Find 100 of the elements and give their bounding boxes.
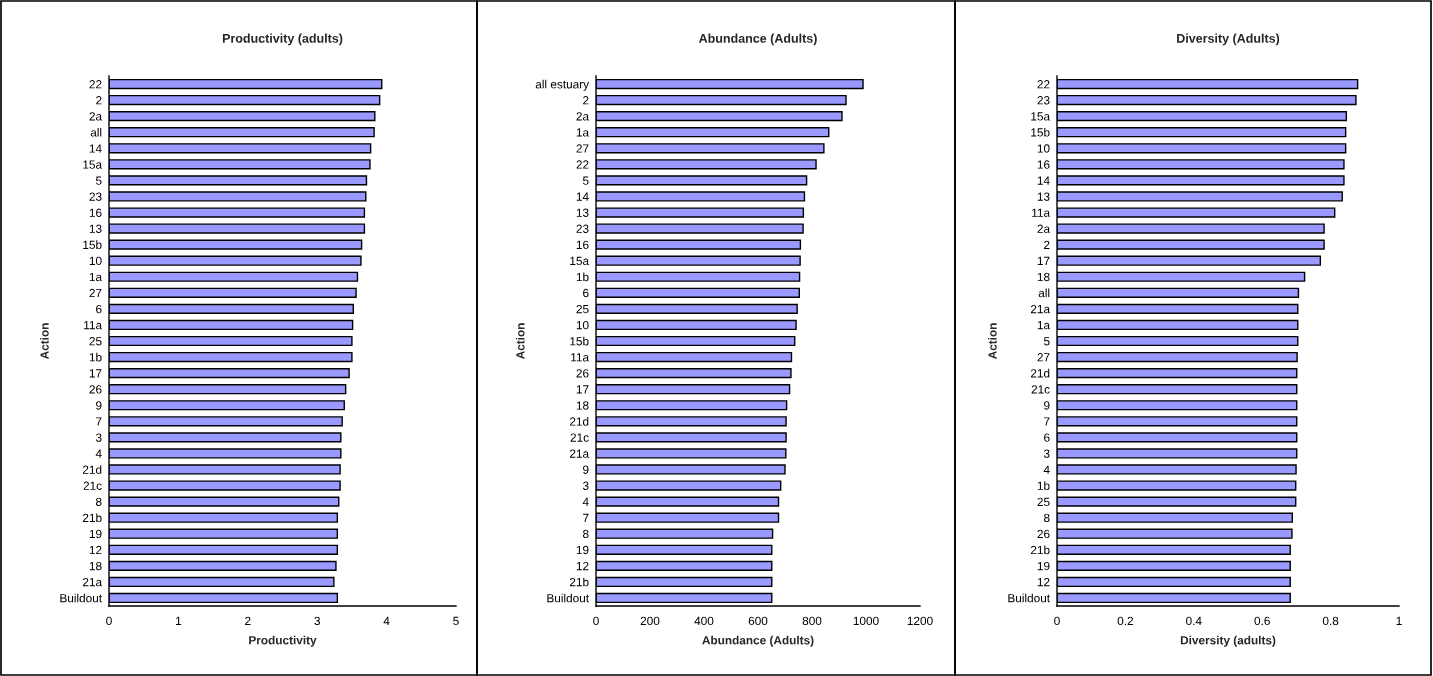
y-axis-title: Action — [40, 323, 49, 360]
y-tick-label: 19 — [576, 545, 589, 555]
x-tick-label: 4 — [383, 616, 390, 625]
y-tick-label: 15a — [570, 256, 590, 266]
y-tick-label: Buildout — [1008, 593, 1050, 603]
y-tick-label: 21b — [569, 577, 589, 587]
y-tick-label: 22 — [576, 160, 589, 169]
x-tick-label: 0.6 — [1254, 616, 1270, 626]
y-tick-label: all — [90, 127, 102, 137]
y-tick-label: 2 — [1044, 240, 1050, 249]
y-tick-label: 17 — [89, 369, 102, 378]
x-tick-label: 2 — [245, 616, 251, 625]
x-tick-label: 0.8 — [1322, 616, 1339, 626]
y-tick-label: 15a — [83, 160, 103, 169]
y-tick-label: 23 — [89, 192, 102, 201]
y-tick-label: 3 — [1043, 449, 1050, 458]
y-tick-label: 1b — [89, 352, 102, 362]
x-tick-label: 600 — [748, 616, 768, 626]
y-tick-label: 21b — [1030, 545, 1050, 555]
y-tick-label: 15a — [1031, 112, 1051, 121]
y-tick-label: 10 — [1037, 144, 1050, 153]
y-tick-label: 11a — [1032, 208, 1051, 217]
y-tick-label: 21a — [569, 449, 590, 458]
y-tick-label: 3 — [95, 433, 102, 442]
y-tick-label: 9 — [583, 465, 589, 474]
x-tick-label: 0.2 — [1117, 616, 1134, 626]
y-tick-label: 27 — [89, 288, 102, 298]
y-axis-title: Action — [515, 323, 525, 360]
y-tick-label: 22 — [1037, 80, 1050, 89]
y-tick-label: 18 — [1037, 272, 1050, 282]
y-tick-label: 21b — [82, 513, 102, 523]
x-tick-label: 3 — [314, 616, 320, 626]
y-tick-label: 21d — [569, 417, 589, 426]
y-tick-label: Buildout — [60, 593, 102, 603]
x-tick-label: 400 — [694, 616, 714, 626]
y-tick-label: 12 — [1037, 577, 1050, 587]
x-tick-label: 200 — [640, 616, 660, 626]
y-tick-label: 11a — [571, 353, 590, 362]
y-tick-label: 25 — [576, 304, 589, 314]
x-tick-label: 0 — [593, 616, 599, 626]
y-tick-label: 1a — [89, 272, 103, 282]
y-tick-label: 4 — [1043, 465, 1050, 474]
y-tick-label: 21a — [1030, 304, 1051, 314]
y-tick-label: 21d — [1030, 368, 1050, 378]
y-tick-label: 13 — [89, 224, 102, 233]
y-tick-label: 7 — [1044, 417, 1050, 426]
x-axis-title: Productivity — [249, 635, 317, 647]
y-tick-label: 2 — [583, 96, 589, 105]
y-tick-label: all estuary — [535, 79, 590, 91]
y-tick-label: 1b — [1037, 481, 1050, 490]
y-tick-label: 7 — [583, 513, 589, 522]
x-tick-label: 1 — [176, 616, 182, 625]
y-tick-label: 21c — [1031, 385, 1050, 394]
y-tick-label: 21c — [83, 481, 102, 490]
y-tick-label: 16 — [1037, 160, 1050, 169]
y-tick-label: 10 — [576, 320, 589, 330]
y-tick-label: 14 — [1037, 176, 1050, 185]
y-tick-label: 2a — [89, 112, 103, 121]
y-tick-label: 15b — [1031, 127, 1050, 137]
y-tick-label: 6 — [1044, 433, 1050, 442]
chart-title: Diversity (Adults) — [1177, 33, 1280, 46]
x-axis-title: Abundance (Adults) — [702, 635, 814, 647]
y-tick-label: 8 — [583, 529, 589, 539]
x-tick-label: 0 — [1054, 616, 1060, 626]
y-tick-label: 16 — [576, 240, 589, 250]
y-tick-label: 18 — [89, 561, 102, 571]
y-axis-title: Action — [988, 323, 997, 360]
y-tick-label: 26 — [89, 385, 102, 394]
y-tick-label: 1a — [576, 128, 590, 137]
y-tick-label: 21d — [82, 465, 102, 474]
y-tick-label: 2a — [1037, 224, 1051, 233]
x-axis-title: Diversity (adults) — [1180, 635, 1276, 647]
x-tick-label: 1 — [1396, 616, 1402, 625]
y-tick-label: 21c — [570, 433, 589, 442]
x-tick-label: 1200 — [907, 616, 933, 626]
chart-title: Productivity (adults) — [222, 33, 343, 46]
y-tick-label: 9 — [1044, 401, 1050, 410]
y-tick-label: 19 — [89, 529, 102, 539]
y-tick-label: 9 — [96, 401, 102, 410]
x-tick-label: 5 — [453, 616, 459, 626]
y-tick-label: 2a — [576, 112, 590, 121]
y-tick-label: all — [1038, 288, 1050, 298]
y-tick-label: 7 — [96, 417, 102, 426]
y-tick-label: 12 — [89, 545, 102, 555]
y-tick-label: 12 — [576, 561, 589, 571]
y-tick-label: 27 — [576, 144, 589, 153]
y-tick-label: 5 — [582, 176, 589, 185]
x-tick-label: 0 — [106, 616, 112, 626]
y-tick-label: 4 — [95, 449, 102, 458]
y-tick-label: 23 — [576, 224, 589, 233]
y-tick-label: 21a — [82, 577, 103, 587]
y-tick-label: Buildout — [547, 593, 589, 603]
y-tick-label: 8 — [1044, 513, 1050, 523]
y-tick-label: 1b — [576, 272, 589, 282]
y-tick-label: 26 — [576, 369, 589, 378]
y-tick-label: 26 — [1037, 529, 1050, 539]
y-tick-label: 13 — [576, 208, 589, 217]
y-tick-label: 13 — [1037, 192, 1050, 201]
y-tick-label: 6 — [96, 304, 102, 314]
y-tick-label: 14 — [576, 192, 589, 201]
